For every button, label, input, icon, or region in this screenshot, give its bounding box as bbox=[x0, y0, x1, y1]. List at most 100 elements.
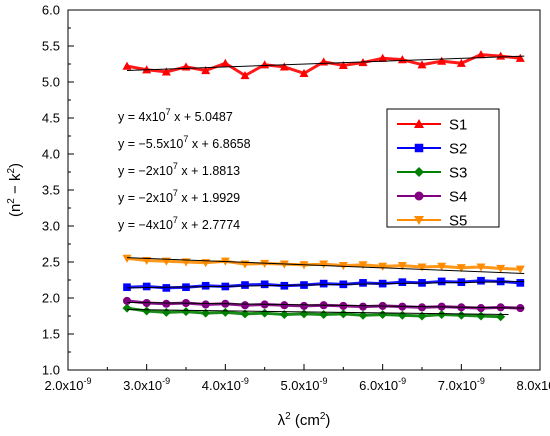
data-point-s1 bbox=[417, 60, 427, 69]
y-axis-title: (n2 − k2) bbox=[6, 163, 24, 217]
legend-item-s2: S2 bbox=[397, 141, 467, 158]
data-point-s4 bbox=[476, 304, 486, 313]
data-point-s3 bbox=[220, 307, 230, 317]
legend-label: S2 bbox=[449, 141, 467, 158]
legend-swatch-marker bbox=[414, 191, 424, 201]
legend-label: S1 bbox=[449, 117, 467, 134]
x-tick-label: 2.0x10-9 bbox=[44, 376, 91, 393]
data-point-s2 bbox=[201, 281, 210, 290]
data-point-s1 bbox=[378, 53, 388, 62]
data-point-s1 bbox=[122, 61, 132, 70]
data-point-s2 bbox=[142, 282, 151, 291]
x-tick-label: 5.0x10-9 bbox=[280, 376, 327, 393]
legend-item-s3: S3 bbox=[397, 165, 467, 182]
data-point-s3 bbox=[122, 303, 132, 313]
data-point-s3 bbox=[181, 307, 191, 317]
data-point-s4 bbox=[299, 301, 309, 310]
data-point-s3 bbox=[476, 311, 486, 321]
data-point-s3 bbox=[378, 310, 388, 320]
legend-swatch-marker bbox=[414, 216, 424, 225]
data-point-s1 bbox=[397, 55, 407, 64]
y-axis: 1.0 1.5 2.0 2.5 3.0 3.5 4.0 4.5 5.0 5.5 6.0 bbox=[42, 3, 74, 378]
y-tick-label: 3.5 bbox=[42, 183, 60, 198]
data-point-s3 bbox=[299, 309, 309, 319]
data-point-s3 bbox=[417, 311, 427, 321]
data-point-s1 bbox=[515, 53, 525, 62]
data-point-s3 bbox=[437, 310, 447, 320]
data-point-s3 bbox=[142, 306, 152, 316]
equation-label: y = −2x107 x + 1.9929 bbox=[118, 188, 240, 205]
data-point-s3 bbox=[456, 310, 466, 320]
y-tick-label: 2.0 bbox=[42, 291, 60, 306]
data-point-s5 bbox=[299, 261, 309, 270]
fit-line-s1 bbox=[126, 55, 525, 71]
data-point-s5 bbox=[260, 259, 270, 268]
data-point-s5 bbox=[319, 260, 329, 269]
x-tick-label: 3.0x10-9 bbox=[123, 376, 170, 393]
y-tick-label: 2.5 bbox=[42, 255, 60, 270]
x-tick-label: 6.0x10-9 bbox=[359, 376, 406, 393]
data-point-s1 bbox=[437, 56, 447, 65]
data-point-s5 bbox=[496, 264, 506, 273]
data-point-s2 bbox=[260, 280, 269, 289]
x-axis-title: λ2 (cm2) bbox=[278, 411, 331, 429]
data-point-s5 bbox=[279, 260, 289, 269]
legend-swatch-marker bbox=[414, 143, 424, 153]
data-point-s1 bbox=[496, 51, 506, 60]
data-point-s2 bbox=[123, 283, 131, 292]
data-point-s1 bbox=[220, 58, 230, 67]
legend-label: S4 bbox=[449, 189, 467, 206]
legend-swatch-marker bbox=[414, 119, 424, 128]
x-tick-label: 4.0x10-9 bbox=[202, 376, 249, 393]
legend: S1 S2 S3 S4 S5 bbox=[386, 108, 500, 230]
y-tick-label: 5.5 bbox=[42, 39, 60, 54]
data-point-s3 bbox=[260, 308, 270, 318]
data-point-s4 bbox=[201, 300, 210, 309]
y-tick-label: 6.0 bbox=[42, 3, 60, 18]
data-point-s2 bbox=[437, 277, 446, 286]
data-point-s4 bbox=[417, 303, 427, 312]
data-point-s2 bbox=[398, 278, 407, 286]
data-point-s5 bbox=[456, 264, 466, 273]
data-point-s4 bbox=[162, 299, 171, 308]
y-tick-label: 5.0 bbox=[42, 75, 60, 90]
data-point-s2 bbox=[516, 279, 525, 287]
data-point-s3 bbox=[161, 307, 171, 317]
data-point-s5 bbox=[417, 263, 427, 272]
x-axis: 2.0x10-9 3.0x10-9 4.0x10-9 5.0x10-9 6.0x10-9… bbox=[44, 364, 550, 393]
data-point-s3 bbox=[279, 310, 289, 320]
legend-item-s1: S1 bbox=[397, 117, 467, 134]
y-tick-label: 4.5 bbox=[42, 111, 60, 126]
data-point-s1 bbox=[201, 65, 211, 75]
fit-line-s2 bbox=[126, 280, 525, 289]
equation-annotations: y = 4x107 x + 5.0487 y = −5.5x107 x + 6.8… bbox=[118, 107, 251, 232]
series-layer bbox=[122, 50, 525, 322]
y-tick-label: 4.0 bbox=[42, 147, 60, 162]
data-point-s5 bbox=[476, 263, 486, 272]
data-point-s2 bbox=[477, 276, 485, 285]
data-point-s3 bbox=[201, 308, 211, 318]
data-point-s1 bbox=[476, 50, 486, 59]
data-point-s1 bbox=[240, 71, 250, 80]
data-point-s5 bbox=[397, 262, 407, 271]
legend-item-s5: S5 bbox=[397, 213, 467, 230]
y-tick-label: 3.0 bbox=[42, 219, 60, 234]
data-point-s4 bbox=[240, 301, 250, 310]
data-point-s3 bbox=[319, 310, 329, 320]
data-point-s5 bbox=[515, 265, 525, 274]
equation-label: y = 4x107 x + 5.0487 bbox=[118, 107, 233, 124]
data-point-s1 bbox=[279, 62, 289, 71]
data-point-s4 bbox=[122, 296, 132, 305]
data-point-s1 bbox=[338, 60, 348, 70]
equation-label: y = −4x107 x + 2.7774 bbox=[118, 215, 240, 232]
y-tick-label: 1.5 bbox=[42, 327, 60, 342]
legend-swatch-marker bbox=[414, 167, 424, 177]
data-point-s1 bbox=[161, 67, 171, 76]
x-tick-label: 7.0x10-9 bbox=[438, 376, 485, 393]
data-point-s2 bbox=[162, 284, 171, 292]
data-point-s3 bbox=[496, 312, 506, 322]
data-point-s5 bbox=[437, 262, 447, 271]
fit-line-s3 bbox=[126, 309, 509, 316]
data-point-s2 bbox=[359, 279, 367, 287]
